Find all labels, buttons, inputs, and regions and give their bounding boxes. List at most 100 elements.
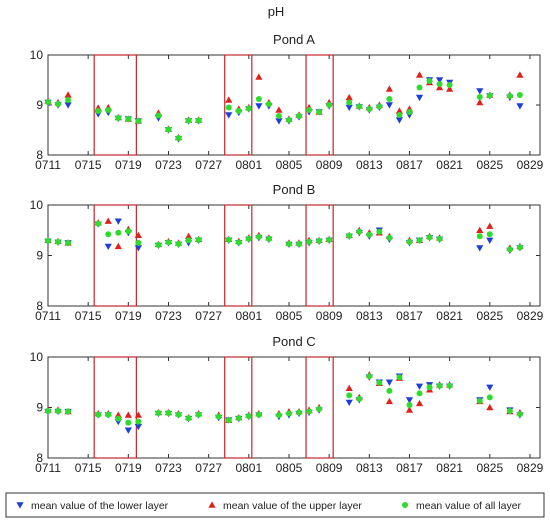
- data-point: [396, 112, 403, 118]
- data-point: [45, 237, 51, 244]
- data-point: [255, 96, 262, 102]
- data-point: [285, 117, 292, 123]
- x-tick-label: 0805: [276, 158, 303, 172]
- data-point: [345, 399, 353, 407]
- data-point: [426, 78, 433, 84]
- data-point: [486, 384, 494, 391]
- data-point: [395, 107, 404, 114]
- data-point: [296, 240, 303, 247]
- x-tick-label: 0813: [356, 461, 383, 475]
- data-point: [195, 117, 202, 124]
- y-tick-label: 8: [36, 148, 43, 162]
- y-tick-label: 9: [36, 249, 43, 263]
- series-triangle-up: [44, 371, 524, 423]
- data-point: [134, 231, 142, 238]
- data-point: [415, 94, 424, 102]
- chart-panels: Pond A 8 9 10 0711 0715 0719 0723 0727 0801 0805 08…: [30, 32, 544, 475]
- data-point: [516, 92, 523, 98]
- data-point: [386, 387, 393, 394]
- data-point: [65, 408, 72, 415]
- data-point: [506, 408, 513, 415]
- data-point: [376, 103, 383, 110]
- data-point: [124, 411, 132, 418]
- data-point: [415, 399, 424, 407]
- data-point: [165, 239, 172, 246]
- x-tick-label: 0829: [517, 158, 544, 172]
- data-point: [346, 99, 353, 106]
- x-tick-label: 0711: [35, 461, 61, 475]
- x-tick-label: 0727: [195, 158, 222, 172]
- data-point: [195, 411, 202, 418]
- data-point: [316, 406, 323, 413]
- data-point: [416, 390, 423, 397]
- data-point: [436, 382, 443, 389]
- x-tick-label: 0817: [396, 158, 423, 172]
- data-point: [446, 382, 453, 389]
- plot-area: [47, 356, 541, 459]
- legend-label: mean value of the lower layer: [31, 500, 169, 512]
- data-point: [65, 239, 72, 246]
- data-point: [114, 411, 122, 418]
- x-tick-label: 0801: [235, 461, 262, 475]
- data-point: [165, 410, 172, 417]
- data-point: [366, 106, 373, 112]
- data-point: [175, 411, 182, 418]
- data-point: [95, 220, 102, 227]
- panel-2: Pond B 8 9 10 0711 0715 0719 0723 0727 0801 0805 08…: [30, 182, 544, 323]
- legend-box: [5, 492, 545, 518]
- data-point: [486, 222, 494, 229]
- x-tick-label: 0719: [115, 309, 142, 323]
- highlight-box: [93, 54, 137, 156]
- data-point: [306, 408, 313, 415]
- data-point: [115, 415, 122, 422]
- legend-marker-triangle-down: [16, 502, 24, 509]
- data-point: [376, 228, 383, 235]
- x-tick-label: 0801: [235, 158, 262, 172]
- data-point: [185, 237, 192, 244]
- x-tick-label: 0723: [155, 309, 182, 323]
- data-point: [406, 401, 413, 408]
- data-point: [235, 239, 242, 246]
- data-point: [486, 237, 494, 244]
- legend-label: mean value of the upper layer: [223, 500, 362, 512]
- data-point: [416, 84, 423, 91]
- data-point: [114, 218, 122, 225]
- data-point: [255, 103, 263, 110]
- x-tick-label: 0727: [195, 461, 222, 475]
- data-point: [235, 415, 242, 422]
- data-point: [45, 408, 51, 415]
- data-point: [296, 409, 303, 416]
- data-point: [476, 98, 484, 106]
- data-point: [436, 81, 443, 87]
- data-point: [135, 239, 142, 246]
- x-tick-label: 0821: [436, 309, 463, 323]
- data-point: [225, 96, 233, 103]
- data-point: [255, 73, 263, 80]
- data-point: [275, 412, 282, 419]
- data-point: [356, 395, 363, 402]
- x-tick-label: 0801: [235, 309, 262, 323]
- data-point: [406, 238, 413, 245]
- panel-3: Pond C 8 9 10 0711 0715 0719 0723 0727 0801 0805 08…: [30, 334, 544, 475]
- highlight-box: [305, 54, 334, 156]
- x-tick-label: 0711: [35, 158, 61, 172]
- data-point: [326, 236, 333, 243]
- data-point: [395, 117, 404, 124]
- x-tick-label: 0829: [517, 461, 544, 475]
- data-point: [446, 82, 453, 88]
- series-triangle-down: [44, 373, 524, 434]
- data-point: [245, 105, 252, 112]
- data-point: [446, 85, 454, 92]
- data-point: [435, 77, 444, 84]
- data-point: [385, 397, 393, 405]
- data-point: [345, 104, 353, 112]
- data-point: [376, 379, 383, 386]
- data-point: [175, 240, 182, 247]
- data-point: [115, 229, 122, 236]
- legend-marker-circle: [402, 502, 408, 508]
- x-tick-label: 0719: [115, 461, 142, 475]
- x-tick-label: 0809: [316, 158, 343, 172]
- data-point: [516, 411, 523, 418]
- series-circle: [45, 220, 523, 253]
- x-tick-label: 0817: [396, 309, 423, 323]
